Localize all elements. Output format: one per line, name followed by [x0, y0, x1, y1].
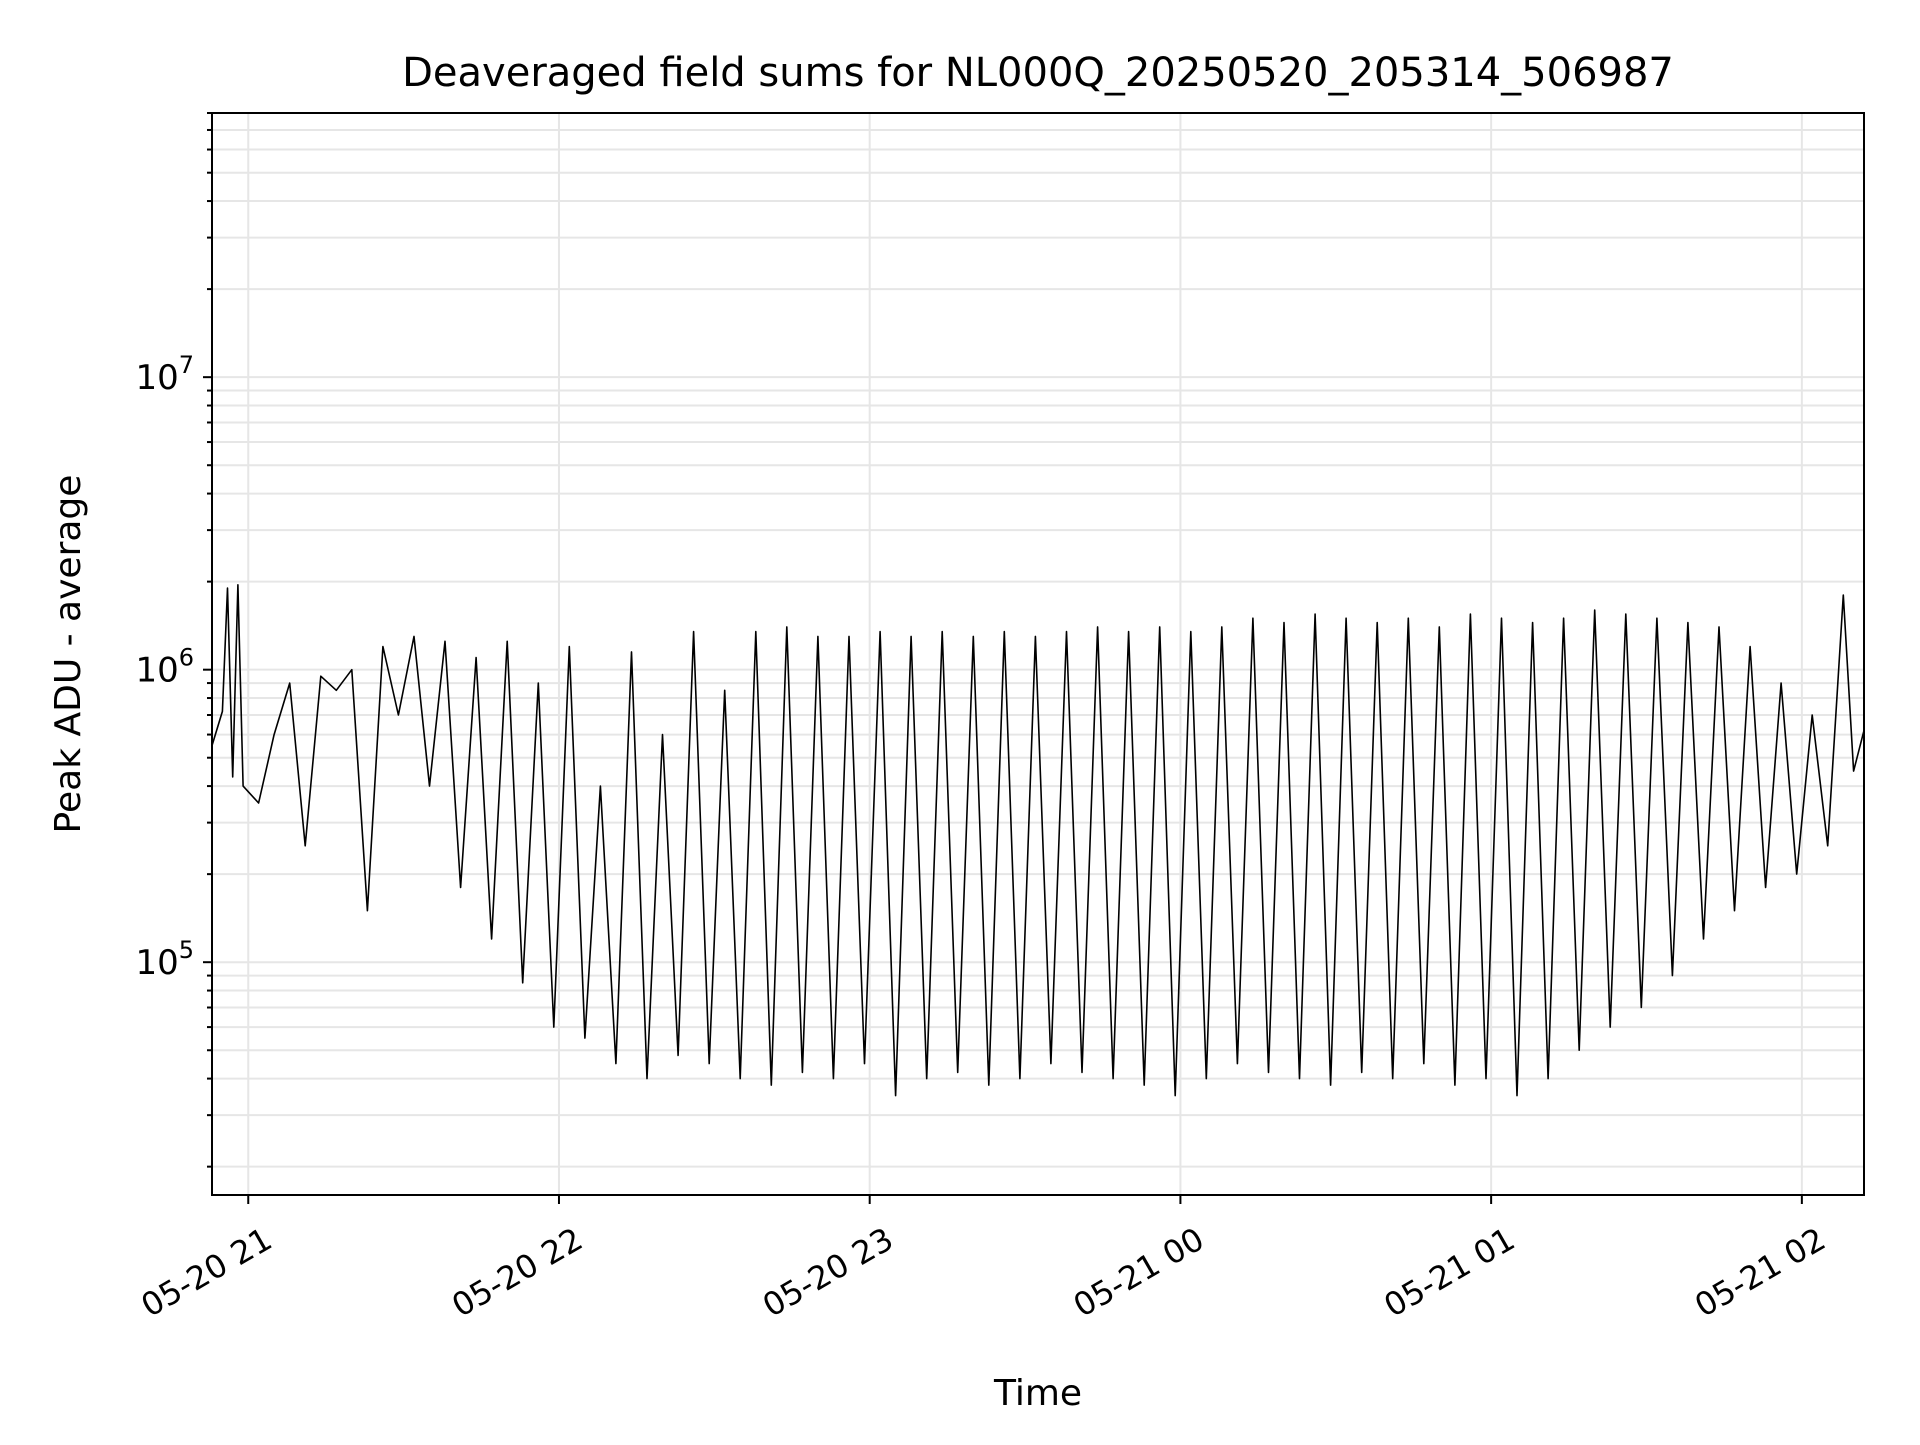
grid-lines	[212, 112, 1864, 1195]
y-tick-base: 10	[135, 358, 178, 398]
x-axis-label: Time	[993, 1373, 1082, 1414]
y-tick-label: 105	[135, 936, 194, 983]
plot-area	[211, 583, 1865, 1097]
y-tick-exponent: 7	[179, 351, 194, 379]
axes-frame	[211, 112, 1865, 1196]
y-tick-label: 107	[135, 351, 194, 398]
chart-title: Deaveraged field sums for NL000Q_2025052…	[402, 50, 1674, 96]
y-tick-exponent: 5	[179, 936, 194, 964]
y-axis-label: Peak ADU - average	[48, 475, 89, 834]
y-tick-label: 106	[135, 644, 194, 691]
y-tick-exponent: 6	[179, 644, 194, 672]
y-tick-base: 10	[135, 651, 178, 691]
series-line	[211, 583, 1865, 1097]
y-tick-base: 10	[135, 943, 178, 983]
